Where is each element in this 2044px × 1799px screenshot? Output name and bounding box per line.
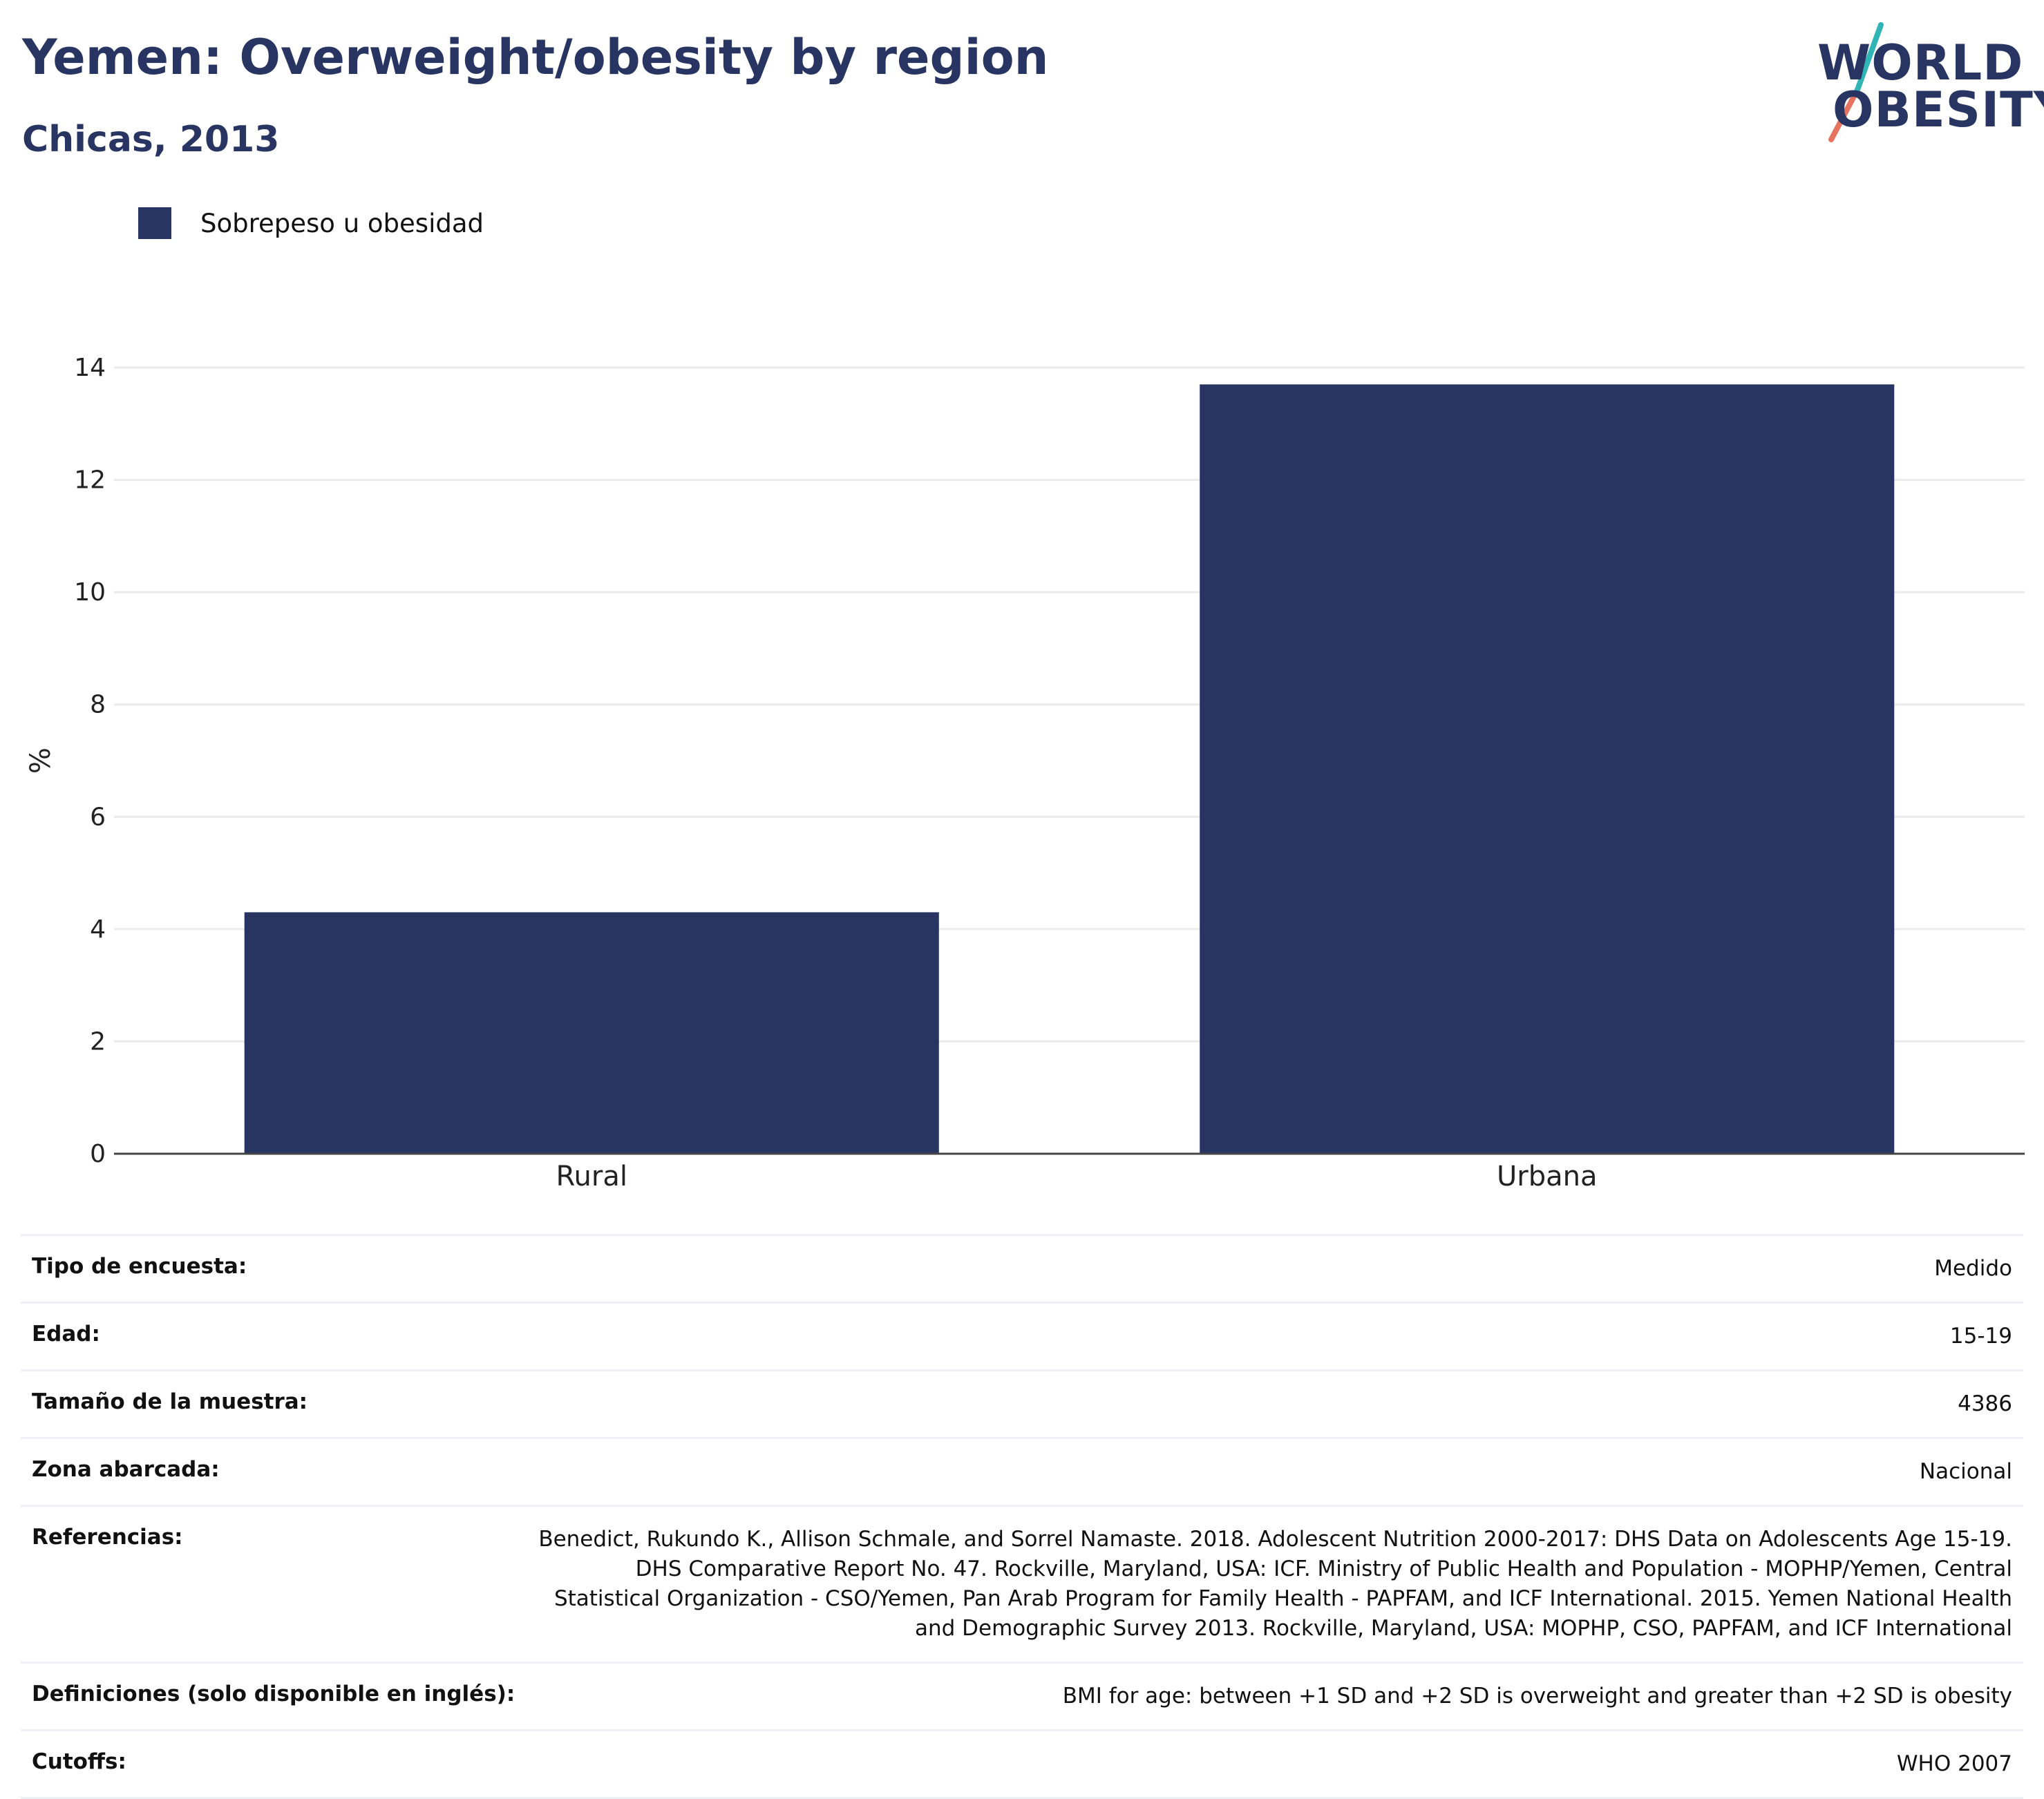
info-value: WHO 2007 [1896, 1751, 2012, 1776]
info-row: Edad: 15-19 [21, 1302, 2023, 1369]
info-row: Referencias: Benedict, Rukundo K., Alliso… [21, 1505, 2023, 1662]
bar-chart: 0 2 4 6 8 10 12 14 Rural Urbana% [25, 354, 2025, 1192]
y-axis-title: % [25, 748, 57, 774]
legend-swatch [138, 207, 171, 239]
info-row: Tamaño de la muestra: 4386 [21, 1369, 2023, 1437]
y-tick-label: 0 [90, 1140, 106, 1168]
legend: Sobrepeso u obesidad [138, 207, 484, 239]
logo-slash-icon [1828, 22, 1884, 142]
y-tick-label: 14 [74, 354, 106, 382]
info-row: Definiciones (solo disponible en inglés)… [21, 1662, 2023, 1729]
world-obesity-logo: WORLD OBESITY [1804, 21, 2044, 145]
logo-word-world: WORLD [1817, 35, 2024, 91]
info-key: Zona abarcada: [32, 1457, 220, 1482]
info-value: 4386 [1958, 1391, 2012, 1416]
bar-rural [244, 912, 939, 1154]
y-tick-label: 2 [90, 1027, 106, 1056]
info-row: Zona abarcada: Nacional [21, 1437, 2023, 1505]
info-value: Benedict, Rukundo K., Allison Schmale, a… [538, 1527, 2012, 1641]
chart-subtitle: Chicas, 2013 [22, 119, 280, 160]
x-category-label: Rural [556, 1161, 627, 1192]
y-tick-label: 10 [74, 578, 106, 607]
y-tick-label: 4 [90, 915, 106, 944]
survey-info-table: Tipo de encuesta: Medido Edad: 15-19 Tamaño … [21, 1234, 2023, 1799]
x-category-label: Urbana [1497, 1161, 1598, 1192]
info-key: Cutoffs: [32, 1749, 126, 1774]
logo-word-obesity: OBESITY [1833, 82, 2044, 138]
legend-label: Sobrepeso u obesidad [200, 208, 484, 238]
info-key: Referencias: [32, 1525, 183, 1550]
bar-urbana [1200, 384, 1895, 1154]
info-row: Cutoffs: WHO 2007 [21, 1729, 2023, 1799]
info-key: Tamaño de la muestra: [32, 1389, 308, 1414]
info-value: 15-19 [1949, 1324, 2012, 1349]
y-tick-label: 8 [90, 691, 106, 719]
info-key: Edad: [32, 1322, 100, 1346]
y-tick-label: 12 [74, 466, 106, 495]
info-value: Nacional [1919, 1459, 2012, 1484]
info-value: BMI for age: between +1 SD and +2 SD is … [1062, 1684, 2012, 1708]
y-tick-label: 6 [90, 803, 106, 831]
info-value: Medido [1934, 1256, 2012, 1281]
chart-title: Yemen: Overweight/obesity by region [22, 29, 1049, 86]
info-key: Definiciones (solo disponible en inglés)… [32, 1682, 515, 1706]
info-key: Tipo de encuesta: [32, 1254, 247, 1279]
info-row: Tipo de encuesta: Medido [21, 1234, 2023, 1302]
